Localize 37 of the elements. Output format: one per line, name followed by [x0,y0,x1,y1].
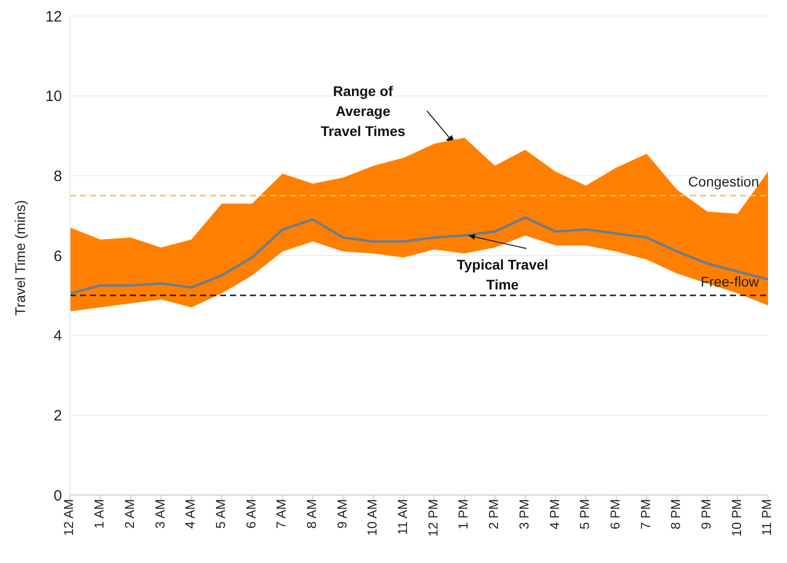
ref-line-label: Free-flow [700,273,760,290]
annotation: Typical Travel Time [456,256,548,293]
x-tick-label: 1 AM [92,499,107,529]
x-tick-label: 2 AM [122,499,137,529]
line-series [68,216,770,295]
y-tick-label: 10 [45,88,62,106]
x-tick-label: 8 AM [304,499,320,529]
ref-line-label: Congestion [688,174,759,190]
y-tick-label: 2 [54,407,62,424]
x-tick-label: 9 AM [334,499,350,529]
x-tick-label: 3 AM [152,499,168,529]
annotation: Range of Average Travel Times [320,83,406,139]
x-tick-label: 7 AM [274,499,289,529]
x-tick-label: 8 PM [668,499,684,530]
x-tick-label: 10 PM [728,499,744,537]
y-tick-label: 6 [54,248,62,265]
x-tick-label: 4 PM [546,499,562,530]
x-tick-label: 7 PM [638,499,653,530]
x-tick-label: 3 PM [516,499,532,530]
x-tick-label: 5 PM [577,499,592,530]
y-axis-title: Travel Time (mins) [12,200,28,316]
x-tick-label: 9 PM [698,499,714,530]
x-tick-label: 6 PM [607,499,622,530]
x-tick-label: 11 PM [759,499,774,536]
y-tick-label: 4 [54,328,62,345]
x-tick-label: 5 AM [212,499,228,529]
x-tick-label: 12 AM [61,499,76,536]
x-tick-label: 4 AM [182,499,198,529]
x-tick-label: 2 PM [486,499,502,530]
x-tick-label: 10 AM [364,499,380,536]
y-tick-label: 0 [54,487,62,504]
y-tick-label: 12 [45,8,62,26]
x-tick-label: 12 PM [425,499,440,537]
x-tick-label: 6 AM [243,499,258,529]
x-tick-label: 1 PM [456,499,471,530]
y-tick-label: 8 [54,168,62,185]
x-tick-label: 11 AM [395,499,410,535]
